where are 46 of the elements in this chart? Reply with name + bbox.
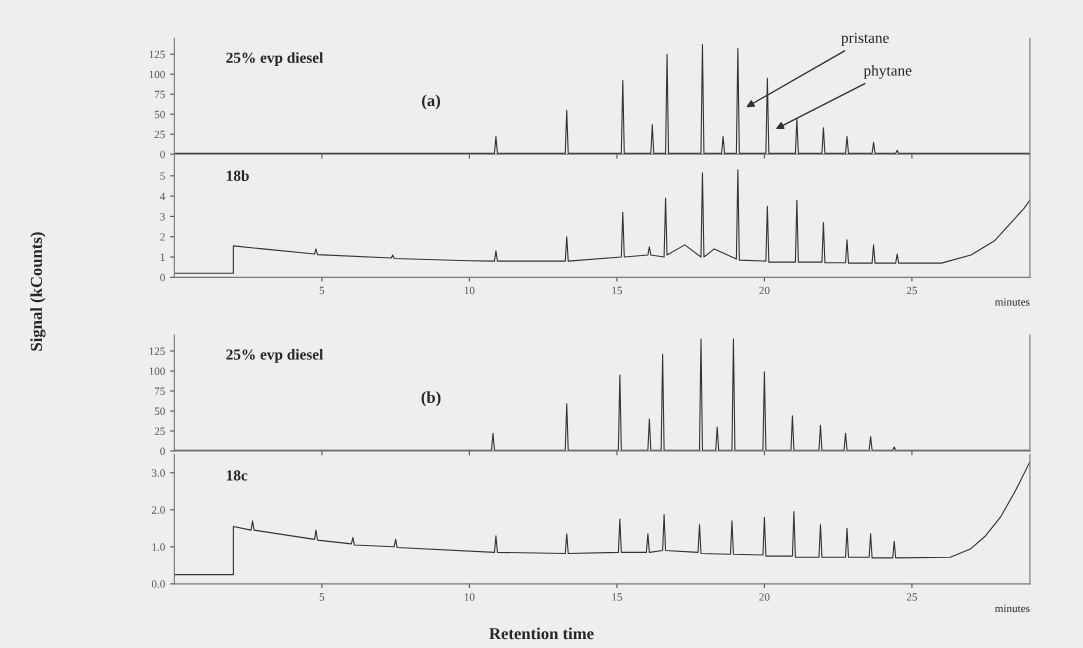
x-tick-label: 10: [464, 286, 475, 295]
y-tick-label: 0.0: [151, 580, 165, 588]
y-tick-label: 4: [160, 192, 166, 200]
x-tick-label: 5: [319, 593, 325, 601]
y-tick-label: 3.0: [151, 469, 165, 477]
y-tick-label: 100: [149, 367, 165, 375]
x-tick-label: 5: [319, 286, 325, 295]
y-tick-label: 75: [154, 387, 165, 395]
y-tick-label: 25: [154, 427, 165, 435]
y-tick-label: 2.0: [151, 506, 165, 514]
y-tick-label: 125: [149, 50, 165, 59]
x-tick-label: 15: [612, 286, 623, 295]
y-tick-label: 1: [160, 253, 165, 261]
y-tick-label: 0: [160, 447, 165, 455]
x-axis-title: minutes: [994, 604, 1030, 613]
x-tick-label: 20: [759, 286, 770, 295]
annotation: (a): [422, 94, 441, 110]
text: 25% evp diesel: [226, 348, 324, 363]
y-tick-label: 100: [149, 70, 165, 79]
y-axis-title: Signal (kCounts): [30, 232, 46, 351]
y-tick-label: 0: [160, 150, 165, 159]
line-series: [174, 169, 1030, 274]
y-tick-label: 25: [154, 130, 165, 139]
y-tick-label: 5: [160, 172, 165, 180]
text: 18c: [226, 470, 248, 481]
y-tick-label: 1.0: [152, 543, 165, 551]
y-tick-label: 2: [160, 233, 165, 241]
y-tick-label: 75: [154, 90, 165, 99]
y-tick-label: 50: [154, 110, 165, 119]
x-tick-label: 20: [759, 593, 770, 601]
annotation: (b): [421, 391, 441, 407]
y-tick-label: 125: [149, 347, 165, 355]
annotation: pristane: [841, 32, 889, 47]
annotation: phytane: [863, 64, 912, 79]
x-tick-label: 25: [906, 286, 918, 295]
y-tick-label: 0: [160, 273, 165, 282]
y-tick-label: 3: [160, 212, 165, 221]
y-tick-label: 50: [154, 407, 165, 415]
text: 18b: [226, 170, 249, 181]
x-tick-label: 15: [612, 593, 623, 601]
line-series: [174, 461, 1030, 576]
x-tick-label: 10: [464, 593, 475, 601]
x-tick-label: 25: [906, 593, 918, 601]
text: Retention time: [489, 627, 594, 640]
x-axis-title: minutes: [994, 298, 1030, 306]
text: 25% evp diesel: [226, 52, 324, 67]
